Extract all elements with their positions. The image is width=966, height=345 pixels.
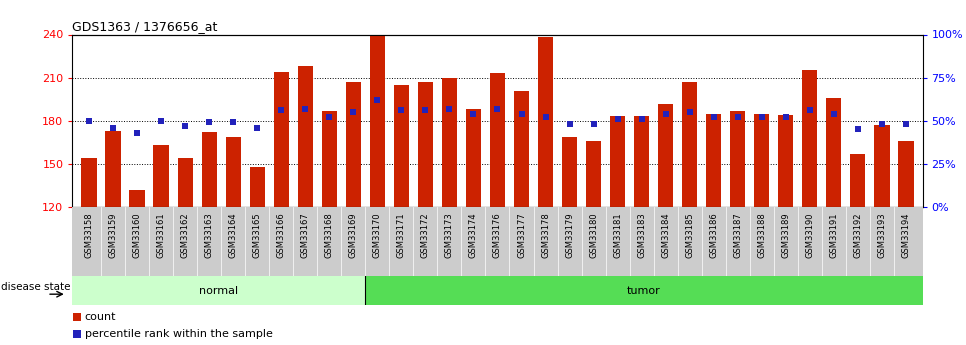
Text: count: count: [85, 312, 116, 322]
Bar: [850, 154, 866, 207]
Text: GSM33186: GSM33186: [709, 213, 718, 258]
Text: GSM33165: GSM33165: [253, 213, 262, 258]
Text: GSM33189: GSM33189: [781, 213, 790, 258]
Bar: [417, 82, 434, 207]
Text: GSM33168: GSM33168: [325, 213, 334, 258]
Bar: [105, 131, 121, 207]
Text: GSM33170: GSM33170: [373, 213, 382, 258]
Text: GSM33167: GSM33167: [300, 213, 310, 258]
Bar: [441, 78, 457, 207]
Text: GSM33178: GSM33178: [541, 213, 550, 258]
Text: GSM33160: GSM33160: [132, 213, 142, 258]
Text: normal: normal: [199, 286, 239, 296]
Text: GSM33159: GSM33159: [109, 213, 118, 258]
Text: GSM33192: GSM33192: [853, 213, 863, 258]
Bar: [490, 73, 505, 207]
Text: GDS1363 / 1376656_at: GDS1363 / 1376656_at: [72, 20, 217, 33]
Bar: [225, 137, 242, 207]
Bar: [178, 158, 193, 207]
Bar: [753, 114, 770, 207]
Text: disease state: disease state: [2, 282, 71, 292]
Bar: [538, 37, 554, 207]
Bar: [658, 104, 673, 207]
Text: tumor: tumor: [627, 286, 661, 296]
Bar: [730, 111, 746, 207]
Bar: [365, 276, 923, 305]
Text: GSM33194: GSM33194: [901, 213, 910, 258]
Text: GSM33181: GSM33181: [613, 213, 622, 258]
Text: GSM33191: GSM33191: [829, 213, 838, 258]
Text: GSM33166: GSM33166: [277, 213, 286, 258]
Text: GSM33171: GSM33171: [397, 213, 406, 258]
Text: GSM33162: GSM33162: [181, 213, 189, 258]
Bar: [466, 109, 481, 207]
Text: GSM33164: GSM33164: [229, 213, 238, 258]
Bar: [898, 141, 914, 207]
Bar: [561, 137, 578, 207]
Bar: [249, 167, 265, 207]
Text: GSM33174: GSM33174: [469, 213, 478, 258]
Text: GSM33183: GSM33183: [637, 213, 646, 258]
Bar: [154, 145, 169, 207]
Text: GSM33172: GSM33172: [421, 213, 430, 258]
Bar: [322, 111, 337, 207]
Bar: [802, 70, 817, 207]
Bar: [610, 117, 625, 207]
Bar: [129, 190, 145, 207]
Text: GSM33158: GSM33158: [85, 213, 94, 258]
Bar: [346, 82, 361, 207]
Text: GSM33185: GSM33185: [685, 213, 695, 258]
Bar: [682, 82, 697, 207]
Text: GSM33184: GSM33184: [661, 213, 670, 258]
Text: GSM33161: GSM33161: [156, 213, 166, 258]
Text: GSM33190: GSM33190: [806, 213, 814, 258]
Text: percentile rank within the sample: percentile rank within the sample: [85, 329, 272, 339]
Bar: [202, 132, 217, 207]
Bar: [634, 117, 649, 207]
Bar: [826, 98, 841, 207]
Bar: [874, 125, 890, 207]
Text: GSM33176: GSM33176: [493, 213, 502, 258]
Text: GSM33179: GSM33179: [565, 213, 574, 258]
Bar: [298, 66, 313, 207]
Bar: [370, 33, 385, 207]
Bar: [778, 115, 793, 207]
Text: GSM33188: GSM33188: [757, 213, 766, 258]
Bar: [585, 141, 602, 207]
Bar: [514, 90, 529, 207]
Bar: [273, 72, 289, 207]
Text: GSM33177: GSM33177: [517, 213, 526, 258]
Text: GSM33187: GSM33187: [733, 213, 742, 258]
Text: GSM33169: GSM33169: [349, 213, 358, 258]
Bar: [72, 276, 365, 305]
Text: GSM33180: GSM33180: [589, 213, 598, 258]
Text: GSM33193: GSM33193: [877, 213, 886, 258]
Text: GSM33163: GSM33163: [205, 213, 213, 258]
Bar: [81, 158, 97, 207]
Bar: [706, 114, 722, 207]
Text: GSM33173: GSM33173: [445, 213, 454, 258]
Bar: [393, 85, 410, 207]
